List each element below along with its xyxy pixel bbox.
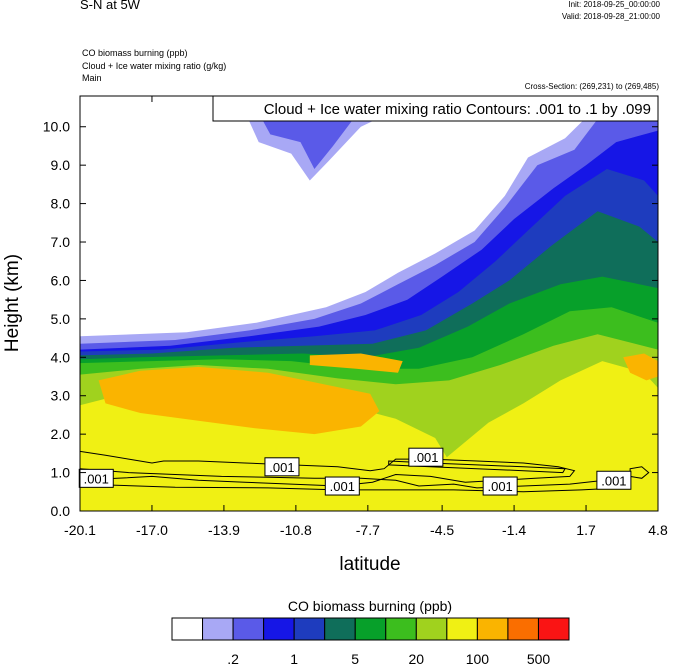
- colorbar-swatch-0: [171, 617, 204, 641]
- field-label-main: Main: [82, 73, 102, 83]
- colorbar-swatch-11: [507, 617, 539, 641]
- y-axis-title: Height (km): [2, 254, 23, 352]
- valid-time: Valid: 2018-09-28_21:00:00: [561, 12, 660, 21]
- colorbar-swatch-8: [415, 617, 448, 641]
- contour-label-box-4: [482, 476, 518, 496]
- x-axis-title: latitude: [339, 554, 400, 575]
- x-tick-label-1: -17.0: [136, 522, 168, 538]
- y-tick-label-5: 5.0: [51, 311, 71, 327]
- plot-title: S-N at 5W: [80, 0, 140, 12]
- contour-label-box-0: [78, 468, 114, 488]
- annotation-frame: [212, 95, 659, 122]
- y-tick-label-4: 4.0: [51, 349, 71, 365]
- contour-label-1: .001: [269, 460, 294, 475]
- x-tick-label-6: -1.4: [502, 522, 526, 538]
- contour-label-4: .001: [487, 479, 512, 494]
- y-axis: 0.0 1.0 2.0 3.0 4.0 5.0 6.0 7.0 8.0 9.0 10.0: [43, 119, 658, 519]
- x-tick-label-5: -4.5: [430, 522, 454, 538]
- x-tick-label-8: 4.8: [648, 522, 668, 538]
- y-tick-label-8: 8.0: [51, 196, 71, 212]
- colorbar: [171, 617, 570, 641]
- contour-label-box-2: [324, 476, 360, 496]
- x-tick-label-7: 1.7: [576, 522, 596, 538]
- colorbar-swatch-1: [202, 617, 234, 641]
- colorbar-label-3: 20: [409, 651, 425, 667]
- x-tick-label-0: -20.1: [64, 522, 96, 538]
- colorbar-swatch-6: [354, 617, 387, 641]
- y-tick-label-9: 9.0: [51, 157, 71, 173]
- x-tick-label-3: -10.8: [280, 522, 312, 538]
- colorbar-swatch-2: [232, 617, 265, 641]
- contour-label-2: .001: [330, 479, 355, 494]
- y-tick-label-7: 7.0: [51, 234, 71, 250]
- contour-annotation: Cloud + Ice water mixing ratio Contours:…: [264, 101, 651, 118]
- y-tick-label-6: 6.0: [51, 272, 71, 288]
- field-label-co: CO biomass burning (ppb): [82, 48, 188, 58]
- colorbar-swatch-4: [293, 617, 326, 641]
- contour-label-box-1: [264, 457, 300, 477]
- colorbar-swatch-10: [476, 617, 509, 641]
- contour-labels: .001 .001 .001 .001 .001 .001: [78, 447, 632, 496]
- cloud-contour-0: [80, 450, 576, 487]
- field-label-cloud: Cloud + Ice water mixing ratio (g/kg): [82, 61, 227, 71]
- colorbar-label-2: 5: [351, 651, 359, 667]
- y-tick-label-10: 10.0: [43, 119, 70, 135]
- contour-annotation-box: Cloud + Ice water mixing ratio Contours:…: [212, 95, 659, 122]
- co-fill-layer: [80, 96, 658, 511]
- y-tick-label-3: 3.0: [51, 388, 71, 404]
- contour-label-box-5: [596, 470, 632, 490]
- colorbar-swatch-7: [385, 617, 417, 641]
- x-tick-label-2: -13.9: [208, 522, 240, 538]
- colorbar-swatch-3: [263, 617, 295, 641]
- contour-label-box-3: [408, 447, 444, 467]
- colorbar-swatch-12: [537, 617, 570, 641]
- contour-label-3: .001: [413, 450, 438, 465]
- y-tick-label-1: 1.0: [51, 465, 71, 481]
- co-fill-region-13: [623, 353, 658, 381]
- colorbar-labels: .2 1 5 20 100 500: [227, 651, 550, 667]
- y-tick-label-2: 2.0: [51, 426, 71, 442]
- colorbar-label-0: .2: [227, 651, 239, 667]
- x-axis: -20.1 -17.0 -13.9 -10.8 -7.7 -4.5 -1.4 1.7 4.8: [64, 96, 668, 538]
- x-tick-label-4: -7.7: [356, 522, 380, 538]
- colorbar-label-5: 500: [527, 651, 551, 667]
- co-fill-region-11: [98, 366, 380, 435]
- init-time: Init: 2018-09-25_00:00:00: [568, 0, 660, 9]
- colorbar-swatch-5: [324, 617, 356, 641]
- colorbar-label-4: 100: [466, 651, 490, 667]
- colorbar-swatch-9: [446, 617, 478, 641]
- colorbar-title: CO biomass burning (ppb): [288, 598, 452, 614]
- colorbar-label-1: 1: [290, 651, 298, 667]
- y-tick-label-0: 0.0: [51, 503, 71, 519]
- contour-label-5: .001: [601, 473, 626, 488]
- contour-label-0: .001: [84, 471, 109, 486]
- cross-section-label: Cross-Section: (269,231) to (269,485): [524, 82, 659, 91]
- co-fill-region-12: [309, 353, 403, 373]
